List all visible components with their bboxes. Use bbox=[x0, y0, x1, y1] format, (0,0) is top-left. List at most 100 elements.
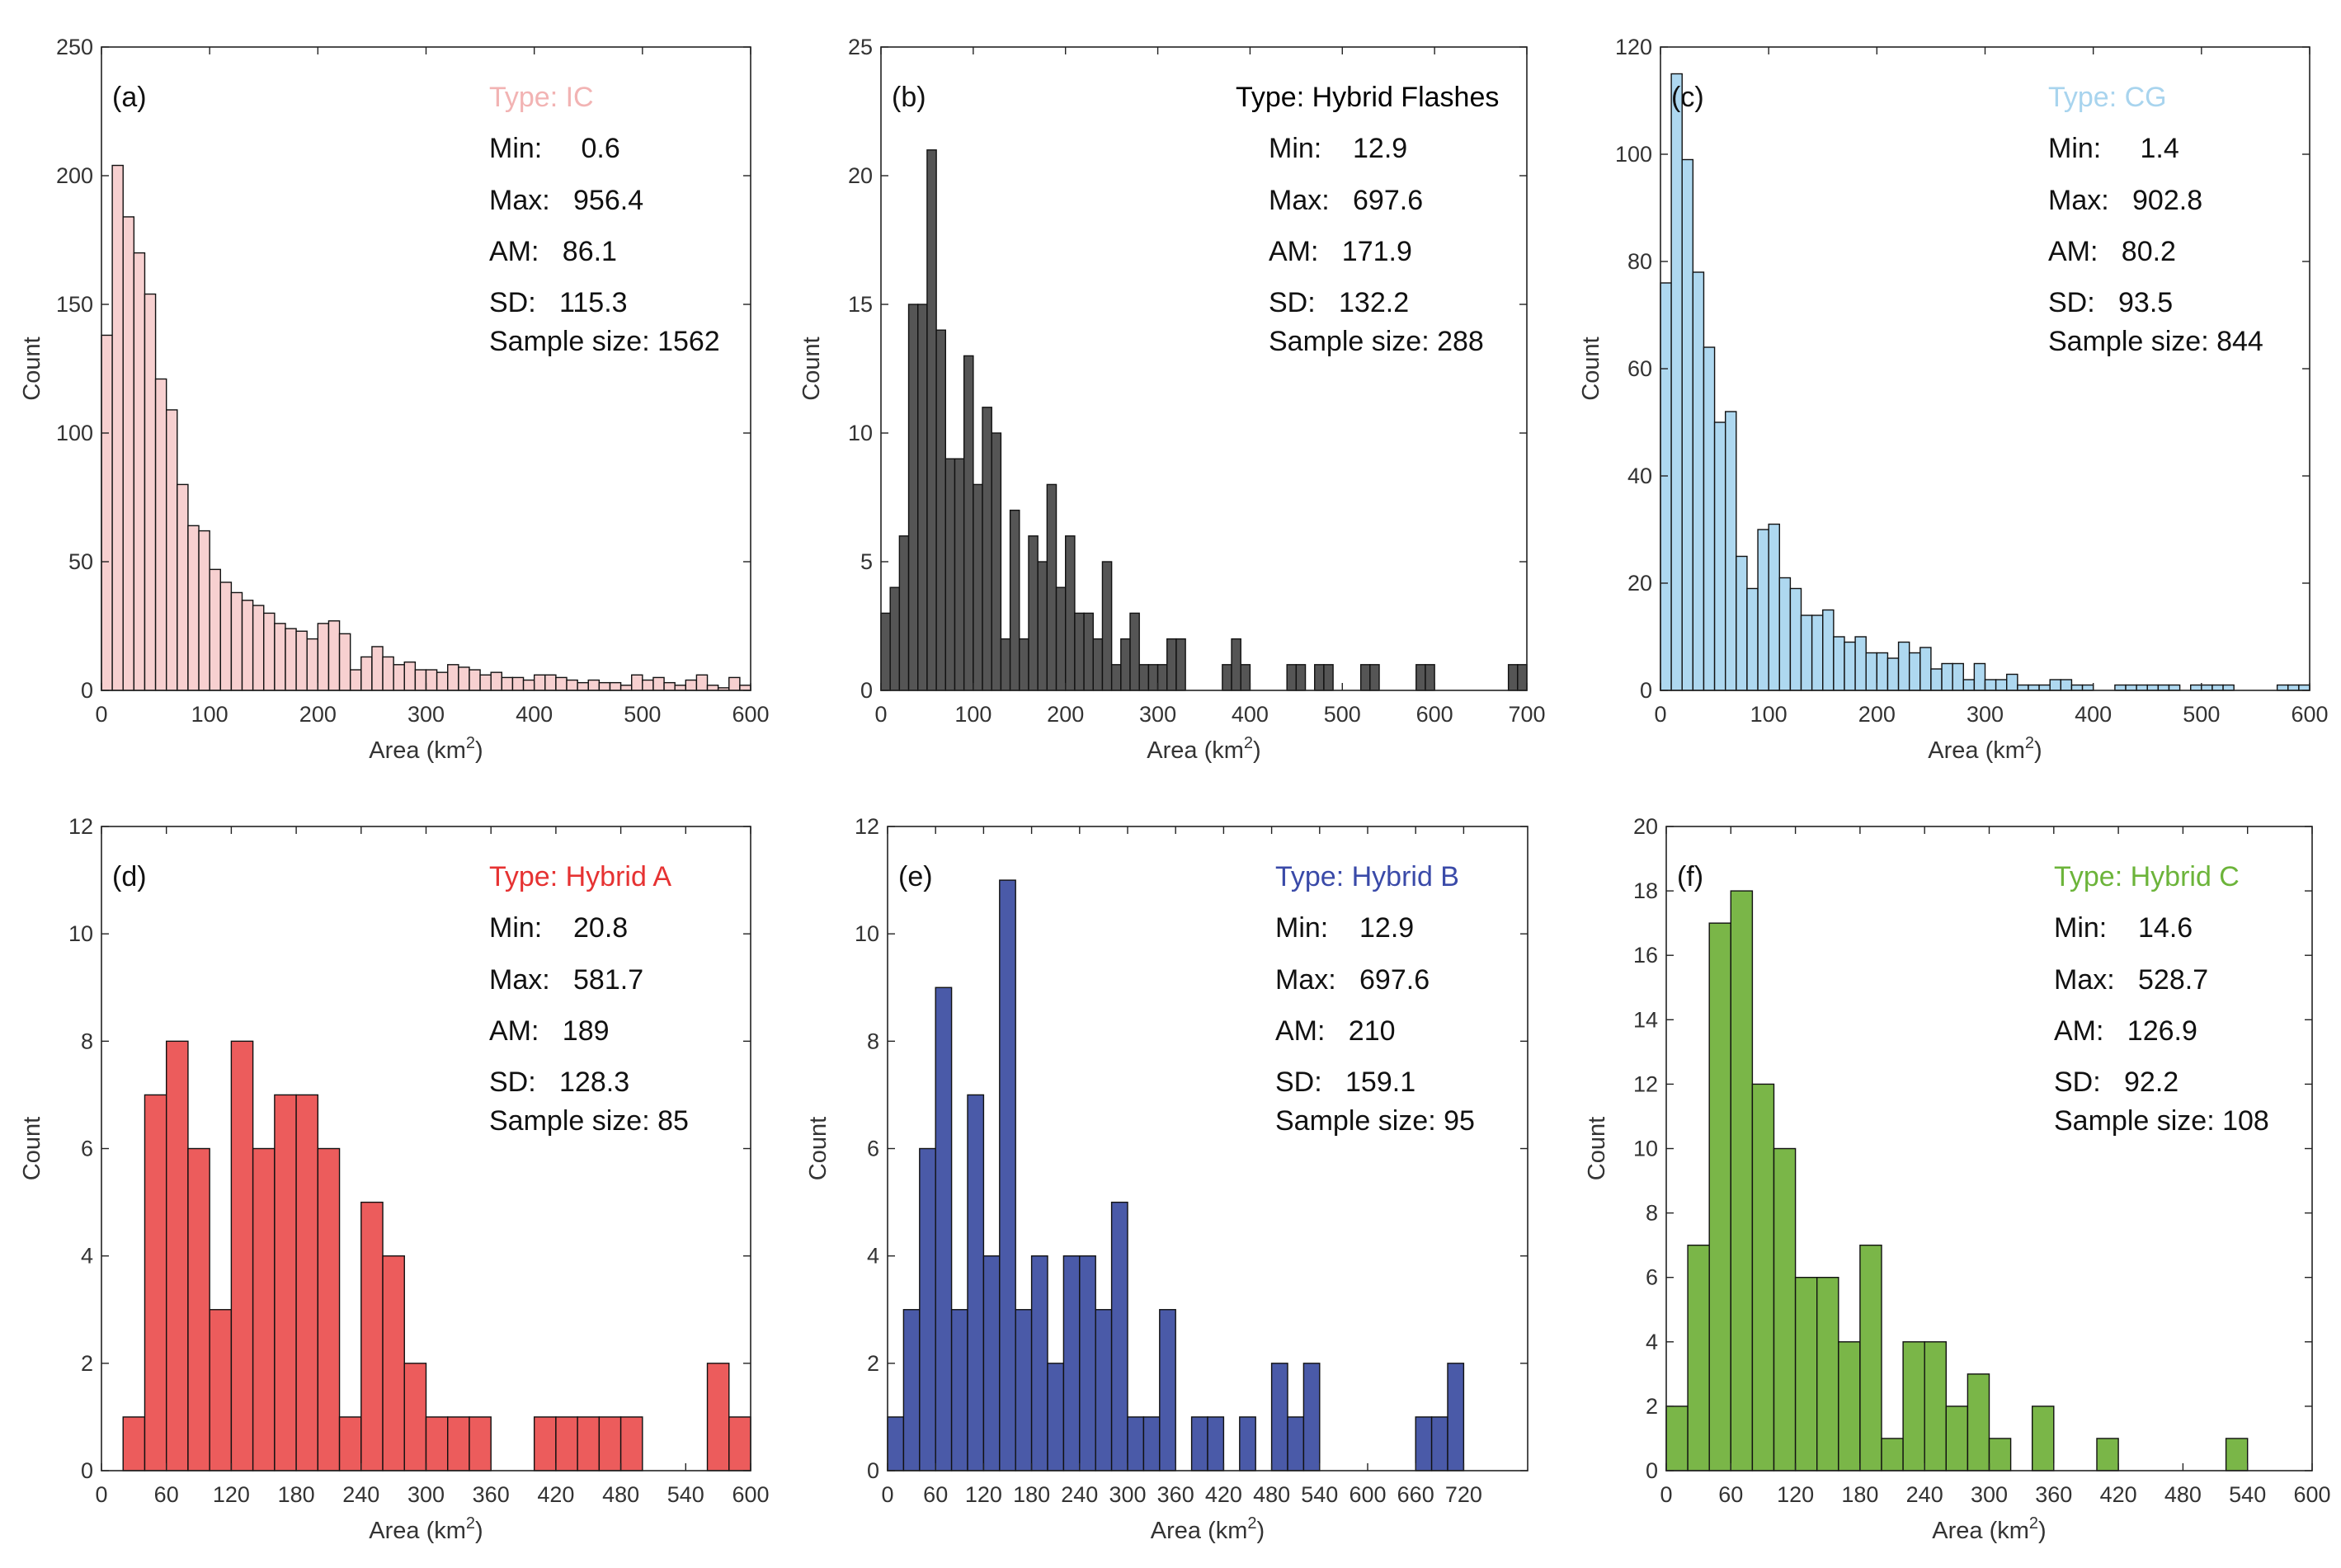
histogram-bar bbox=[1778, 577, 1792, 691]
histogram-bar bbox=[1876, 652, 1889, 691]
histogram-bar bbox=[1425, 664, 1435, 691]
y-tick-label: 4 bbox=[1646, 1330, 1658, 1354]
histogram-bar bbox=[1822, 609, 1835, 691]
histogram-bar bbox=[889, 586, 901, 691]
histogram-bar bbox=[111, 164, 124, 691]
histogram-bar bbox=[935, 986, 953, 1471]
histogram-bar bbox=[1430, 1416, 1448, 1471]
x-tick-label: 300 bbox=[1971, 1482, 2008, 1507]
histogram-bar bbox=[327, 620, 341, 691]
histogram-bar bbox=[1287, 1416, 1305, 1471]
histogram-bar bbox=[1908, 652, 1921, 691]
stat-line: Max: 697.6 bbox=[1275, 964, 1430, 996]
histogram-bar bbox=[1746, 587, 1759, 691]
y-tick-label: 100 bbox=[1615, 142, 1652, 167]
histogram-bar bbox=[1110, 1201, 1128, 1471]
histogram-bar bbox=[577, 1416, 601, 1471]
histogram-bar bbox=[1811, 614, 1824, 691]
y-tick-label: 20 bbox=[1627, 571, 1652, 596]
histogram-bar bbox=[1930, 668, 1943, 691]
histogram-bar bbox=[1800, 614, 1813, 691]
x-tick-label: 0 bbox=[95, 1482, 107, 1507]
x-tick-label: 60 bbox=[923, 1482, 948, 1507]
histogram-bar bbox=[685, 679, 698, 691]
y-tick-label: 60 bbox=[1627, 356, 1652, 381]
stat-line: Sample size: 85 bbox=[489, 1105, 689, 1137]
histogram-bar bbox=[950, 1309, 968, 1471]
y-tick-label: 0 bbox=[860, 678, 873, 703]
y-tick-label: 6 bbox=[81, 1137, 93, 1161]
histogram-bar bbox=[360, 1201, 384, 1471]
histogram-bar bbox=[2125, 684, 2137, 691]
histogram-bar bbox=[1952, 662, 1964, 691]
x-tick-label: 420 bbox=[537, 1482, 574, 1507]
histogram-bar bbox=[1092, 638, 1104, 691]
histogram-bar bbox=[295, 1094, 319, 1471]
y-axis-label: Count bbox=[805, 1117, 831, 1180]
panel-label: (e) bbox=[898, 861, 933, 892]
histogram-bar bbox=[1844, 641, 1856, 691]
histogram-bar bbox=[177, 483, 189, 691]
stat-line: AM: 171.9 bbox=[1269, 236, 1412, 267]
histogram-bar bbox=[1323, 664, 1334, 691]
stat-line: SD: 93.5 bbox=[2048, 287, 2173, 318]
stat-line: Min: 0.6 bbox=[489, 133, 620, 164]
x-tick-label: 0 bbox=[874, 702, 887, 727]
y-tick-label: 25 bbox=[848, 35, 873, 59]
x-tick-label: 400 bbox=[1232, 702, 1269, 727]
histogram-bar bbox=[1129, 612, 1140, 691]
x-tick-label: 60 bbox=[154, 1482, 179, 1507]
histogram-bar bbox=[739, 685, 751, 691]
histogram-bar bbox=[1314, 664, 1325, 691]
histogram-bar bbox=[230, 591, 243, 691]
x-tick-label: 120 bbox=[1777, 1482, 1814, 1507]
histogram-bar bbox=[144, 1094, 167, 1471]
histogram-bar bbox=[1517, 664, 1528, 691]
chart-panel-b: 0 100 200 300 400 500 600 700 0 5 10 15 20 25 Area (km… bbox=[798, 35, 1546, 764]
y-tick-label: 5 bbox=[860, 549, 873, 574]
histogram-bar bbox=[133, 252, 146, 691]
x-tick-label: 360 bbox=[1157, 1482, 1194, 1507]
histogram-bar bbox=[209, 568, 221, 691]
histogram-bar bbox=[1881, 1438, 1904, 1471]
x-tick-label: 180 bbox=[1013, 1482, 1050, 1507]
stat-line: Sample size: 844 bbox=[2048, 326, 2263, 357]
stat-line: AM: 126.9 bbox=[2054, 1015, 2197, 1047]
histogram-bar bbox=[1239, 1416, 1256, 1471]
histogram-bar bbox=[2276, 684, 2289, 691]
histogram-bar bbox=[967, 1094, 985, 1471]
histogram-bar bbox=[2031, 1406, 2055, 1471]
y-tick-label: 40 bbox=[1627, 464, 1652, 488]
histogram-bar bbox=[919, 1147, 936, 1471]
x-tick-label: 360 bbox=[473, 1482, 510, 1507]
histogram-bar bbox=[2114, 684, 2127, 691]
x-tick-label: 200 bbox=[299, 702, 337, 727]
histogram-bar bbox=[382, 1255, 405, 1471]
x-tick-label: 240 bbox=[1061, 1482, 1098, 1507]
histogram-bar bbox=[285, 628, 297, 691]
stat-line: AM: 189 bbox=[489, 1015, 610, 1047]
histogram-bar bbox=[1447, 1363, 1465, 1471]
histogram-bar bbox=[935, 329, 946, 691]
y-tick-label: 20 bbox=[848, 163, 873, 188]
y-tick-label: 16 bbox=[1633, 943, 1658, 968]
histogram-bar bbox=[587, 679, 601, 691]
histogram-bar bbox=[469, 1416, 492, 1471]
histogram-bar bbox=[1665, 1406, 1689, 1471]
y-tick-label: 6 bbox=[1646, 1265, 1658, 1290]
histogram-bar bbox=[1286, 664, 1298, 691]
histogram-bar bbox=[1240, 664, 1251, 691]
y-tick-label: 10 bbox=[848, 421, 873, 445]
x-tick-label: 700 bbox=[1508, 702, 1545, 727]
y-tick-label: 120 bbox=[1615, 35, 1652, 59]
x-tick-label: 540 bbox=[667, 1482, 704, 1507]
x-tick-label: 420 bbox=[2100, 1482, 2137, 1507]
stat-line: SD: 115.3 bbox=[489, 287, 628, 318]
histogram-bar bbox=[1962, 679, 1976, 691]
chart-panel-a: 0 100 200 300 400 500 600 0 50 100 150 200 250 Area (… bbox=[19, 35, 770, 764]
x-tick-label: 180 bbox=[278, 1482, 315, 1507]
y-tick-label: 0 bbox=[81, 1458, 93, 1483]
x-tick-label: 480 bbox=[602, 1482, 639, 1507]
stat-line: Sample size: 288 bbox=[1269, 326, 1484, 357]
histogram-bar bbox=[2017, 684, 2029, 691]
